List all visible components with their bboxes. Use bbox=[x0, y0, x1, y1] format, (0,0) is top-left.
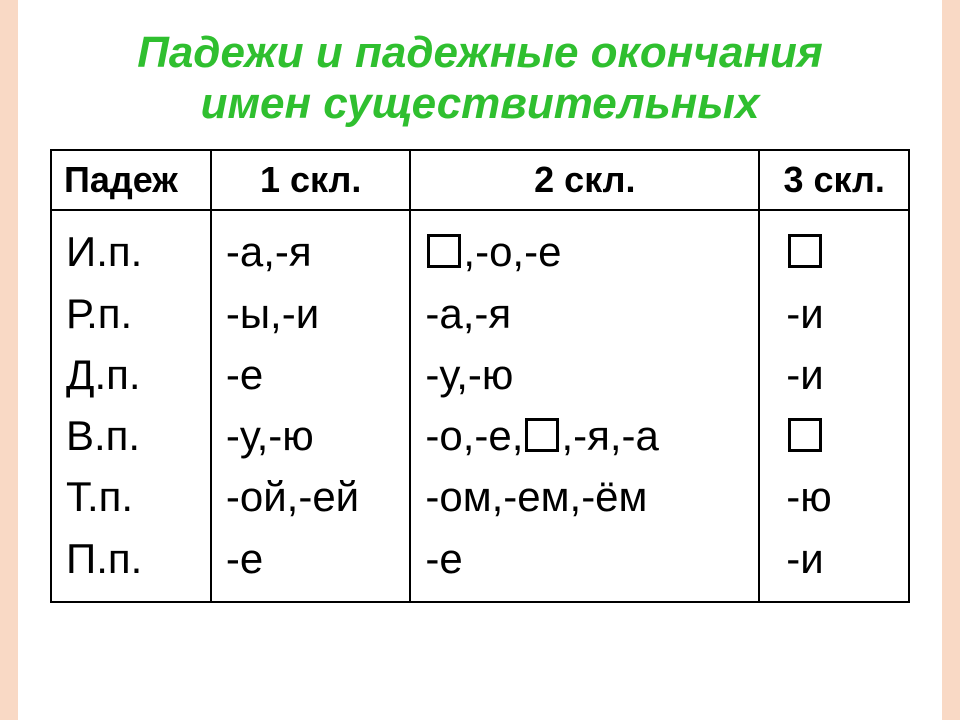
col-header-2skl: 2 скл. bbox=[410, 150, 759, 210]
ending-cell: -ю bbox=[786, 466, 900, 527]
ending-cell: -е bbox=[425, 528, 750, 589]
col2-cell: ,-о,-е-а,-я-у,-ю-о,-е,,-я,-а-ом,-ем,-ём-… bbox=[410, 210, 759, 602]
ending-cell: -у,-ю bbox=[425, 344, 750, 405]
ending-cell: -ом,-ем,-ём bbox=[425, 466, 750, 527]
ending-cell: -и bbox=[786, 283, 900, 344]
ending-cell: -о,-е,,-я,-а bbox=[425, 405, 750, 466]
cases-cell: И.п.Р.п.Д.п.В.п.Т.п.П.п. bbox=[51, 210, 211, 602]
case-label: Р.п. bbox=[66, 283, 202, 344]
ending-cell: -и bbox=[786, 528, 900, 589]
case-label: Д.п. bbox=[66, 344, 202, 405]
page-title: Падежи и падежные окончания имен существ… bbox=[50, 28, 910, 129]
title-line-2: имен существительных bbox=[201, 79, 760, 128]
case-label: И.п. bbox=[66, 221, 202, 282]
col-header-1skl: 1 скл. bbox=[211, 150, 411, 210]
col-header-padezh: Падеж bbox=[51, 150, 211, 210]
ending-cell bbox=[786, 405, 900, 466]
case-label: Т.п. bbox=[66, 466, 202, 527]
zero-ending-icon bbox=[788, 418, 822, 452]
ending-cell: -ы,-и bbox=[226, 283, 402, 344]
zero-ending-icon bbox=[427, 234, 461, 268]
ending-cell: -и bbox=[786, 344, 900, 405]
ending-cell: -е bbox=[226, 528, 402, 589]
ending-cell: -е bbox=[226, 344, 402, 405]
ending-cell: -а,-я bbox=[425, 283, 750, 344]
ending-cell bbox=[786, 221, 900, 282]
table-body-row: И.п.Р.п.Д.п.В.п.Т.п.П.п. -а,-я-ы,-и-е-у,… bbox=[51, 210, 909, 602]
zero-ending-icon bbox=[788, 234, 822, 268]
zero-ending-icon bbox=[525, 418, 559, 452]
case-label: П.п. bbox=[66, 528, 202, 589]
col-header-3skl: 3 скл. bbox=[759, 150, 909, 210]
ending-cell: -у,-ю bbox=[226, 405, 402, 466]
ending-cell: -а,-я bbox=[226, 221, 402, 282]
case-label: В.п. bbox=[66, 405, 202, 466]
col3-cell: -и-и-ю-и bbox=[759, 210, 909, 602]
col1-cell: -а,-я-ы,-и-е-у,-ю-ой,-ей-е bbox=[211, 210, 411, 602]
ending-cell: -ой,-ей bbox=[226, 466, 402, 527]
declension-table: Падеж 1 скл. 2 скл. 3 скл. И.п.Р.п.Д.п.В… bbox=[50, 149, 910, 603]
table-header-row: Падеж 1 скл. 2 скл. 3 скл. bbox=[51, 150, 909, 210]
ending-cell: ,-о,-е bbox=[425, 221, 750, 282]
title-line-1: Падежи и падежные окончания bbox=[137, 28, 823, 77]
